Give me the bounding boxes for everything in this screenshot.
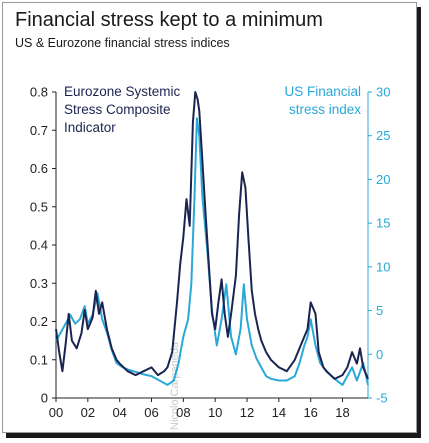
left-tick-label: 0.5 — [30, 199, 48, 214]
series-labels: Eurozone Systemic Stress Composite Indicat… — [64, 84, 361, 135]
left-tick-label: 0.7 — [30, 123, 48, 138]
right-tick-label: -5 — [376, 391, 388, 406]
x-tick-label: 04 — [112, 405, 126, 420]
right-tick-label: 20 — [376, 172, 390, 187]
left-tick-label: 0.2 — [30, 314, 48, 329]
x-tick-label: 02 — [81, 405, 95, 420]
left-tick-label: 0.1 — [30, 352, 48, 367]
x-tick-label: 06 — [144, 405, 158, 420]
series-layer — [55, 91, 369, 386]
right-tick-label: 5 — [376, 303, 383, 318]
left-tick-label: 0.4 — [30, 238, 48, 253]
right-tick-label: 0 — [376, 347, 383, 362]
x-tick-label: 00 — [49, 405, 63, 420]
axes: 0 0.1 0.2 0.3 0.4 0.5 0.6 0.7 0.8 -5 0 5 10 15 20 25 30 0… — [30, 85, 391, 421]
us-series-line — [55, 117, 369, 386]
eurozone-series-label: Eurozone Systemic — [64, 84, 181, 99]
us-series-label: US Financial — [284, 84, 361, 99]
right-tick-label: 10 — [376, 259, 390, 274]
us-series-label: stress index — [289, 102, 361, 117]
right-tick-label: 30 — [376, 85, 390, 100]
chart-subtitle: US & Eurozone financial stress indices — [15, 36, 230, 50]
left-tick-label: 0.6 — [30, 161, 48, 176]
left-tick-label: 0 — [41, 391, 48, 406]
right-tick-label: 25 — [376, 128, 390, 143]
x-tick-label: 16 — [303, 405, 317, 420]
x-tick-label: 14 — [272, 405, 286, 420]
eurozone-series-label: Indicator — [64, 120, 116, 135]
left-tick-label: 0.3 — [30, 276, 48, 291]
right-tick-label: 15 — [376, 216, 390, 231]
x-tick-label: 18 — [335, 405, 349, 420]
eurozone-series-line — [55, 91, 369, 380]
left-tick-label: 0.8 — [30, 85, 48, 100]
x-tick-label: 10 — [208, 405, 222, 420]
chart-title: Financial stress kept to a minimum — [15, 9, 323, 31]
eurozone-series-label: Stress Composite — [64, 102, 171, 117]
chart-frame: Financial stress kept to a minimum US & … — [2, 2, 417, 433]
x-tick-label: 12 — [240, 405, 254, 420]
x-tick-label: 08 — [176, 405, 190, 420]
